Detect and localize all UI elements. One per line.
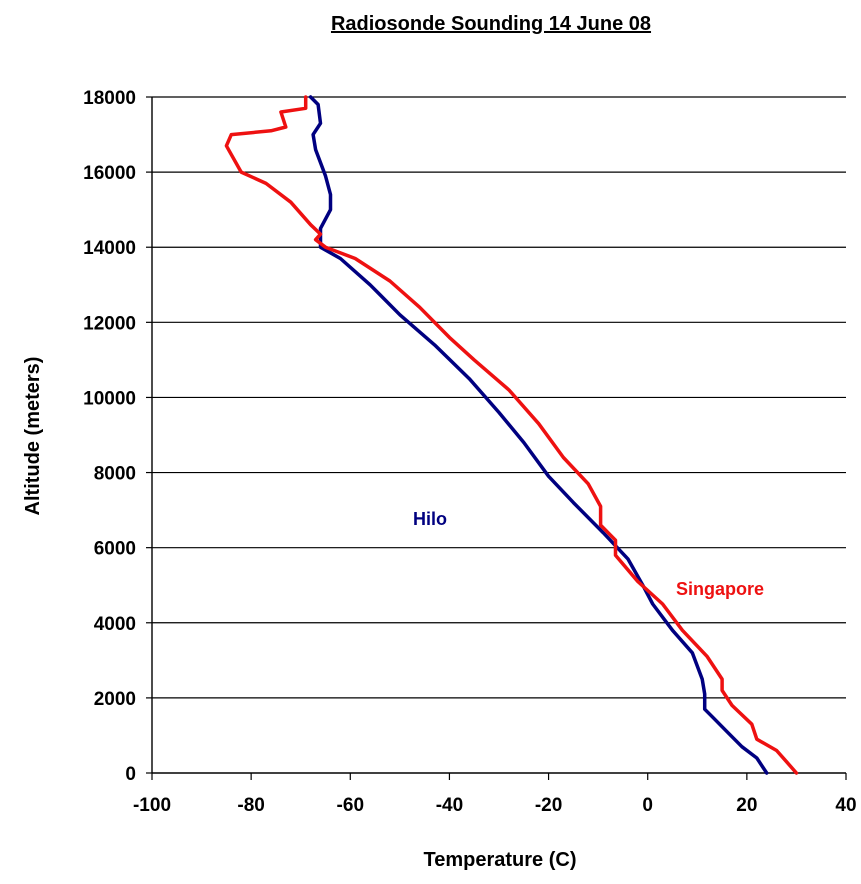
grid-lines: [152, 96, 846, 699]
y-tick-label: 2000: [94, 689, 136, 710]
x-tick-label: -60: [337, 795, 364, 816]
x-tick-label: 40: [835, 795, 856, 816]
x-tick-label: -40: [436, 795, 463, 816]
x-tick-label: 20: [736, 795, 757, 816]
y-tick-label: 0: [125, 764, 136, 785]
y-tick-label: 10000: [83, 388, 136, 409]
x-tick-label: 0: [642, 795, 653, 816]
y-tick-label: 8000: [94, 464, 136, 485]
series-label-hilo: Hilo: [413, 509, 447, 529]
y-tick-label: 6000: [94, 539, 136, 560]
x-tick-label: -20: [535, 795, 562, 816]
x-tick-label: -100: [133, 795, 171, 816]
series-line-hilo: [308, 95, 769, 775]
y-tick-label: 12000: [83, 313, 136, 334]
y-tick-labels: 0 2000 4000 6000 8000 10000 12000 14000 16000 180…: [83, 88, 136, 785]
x-axis-label: Temperature (C): [424, 849, 577, 871]
x-tick-label: -80: [237, 795, 264, 816]
series-lines: [224, 95, 799, 775]
axes: [146, 96, 847, 780]
series-label-singapore: Singapore: [676, 579, 764, 599]
y-tick-label: 18000: [83, 88, 136, 109]
y-tick-label: 16000: [83, 163, 136, 184]
chart-title: Radiosonde Sounding 14 June 08: [331, 13, 651, 35]
y-tick-label: 4000: [94, 614, 136, 635]
y-axis-label: Altitude (meters): [22, 357, 44, 516]
y-tick-label: 14000: [83, 238, 136, 259]
x-tick-labels: -100 -80 -60 -40 -20 0 20 40: [133, 795, 857, 816]
series-line-singapore: [224, 95, 799, 775]
